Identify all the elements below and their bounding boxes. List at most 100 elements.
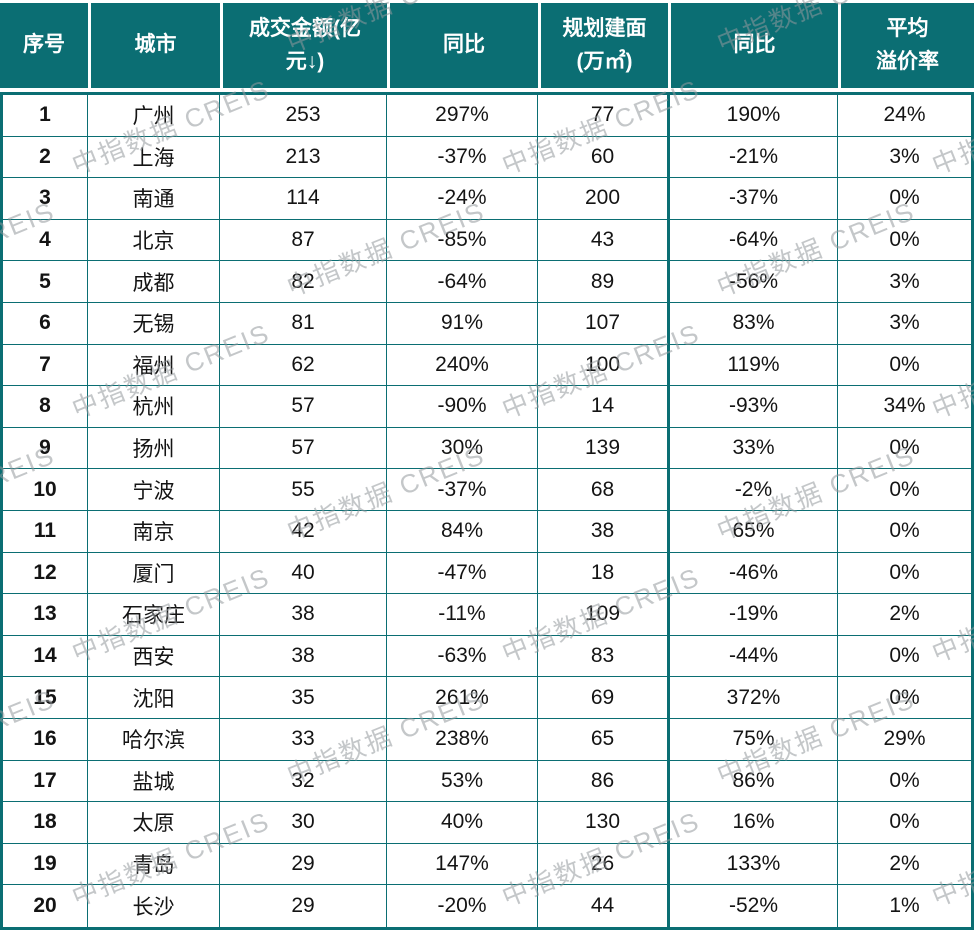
cell-area-yoy-row-11: 65% [668, 510, 838, 553]
column-header-rank: 序号 [0, 3, 88, 88]
cell-city-row-6: 无锡 [88, 302, 220, 345]
cell-area-row-3: 200 [538, 178, 668, 220]
cell-amount-yoy-row-7: 240% [387, 344, 538, 387]
cell-premium-row-7: 0% [838, 345, 971, 387]
cell-area-yoy-row-8: -93% [668, 386, 838, 428]
cell-premium-row-18: 0% [838, 802, 971, 844]
cell-premium-row-12: 0% [838, 553, 971, 595]
cell-amount-row-14: 38 [220, 635, 387, 678]
cell-amount-row-8: 57 [220, 386, 387, 428]
cell-amount-row-12: 40 [220, 552, 387, 595]
column-header-area-yoy: 同比 [668, 3, 838, 88]
cell-area-yoy-row-13: -19% [668, 594, 838, 636]
cell-amount-row-6: 81 [220, 302, 387, 345]
cell-premium-row-20: 1% [889, 894, 920, 918]
cell-city-row-10: 宁波 [88, 469, 220, 511]
cell-area-row-18: 130 [538, 802, 668, 844]
cell-rank-row-19: 19 [3, 843, 88, 886]
cell-area-row-13: 109 [538, 594, 668, 636]
cell-area-row-1: 77 [538, 95, 668, 137]
cell-area-row-2: 60 [538, 136, 668, 179]
cell-premium-row-14: 0% [838, 636, 971, 678]
cell-amount-yoy-row-8: -90% [387, 386, 538, 428]
cell-amount-yoy-row-13: -11% [387, 594, 538, 636]
cell-city-row-20: 长沙 [88, 885, 220, 927]
cell-city-row-5: 成都 [88, 261, 220, 303]
cell-rank-row-18: 18 [3, 802, 88, 844]
cell-rank-row-11: 11 [3, 510, 88, 553]
cell-amount-row-19: 29 [220, 843, 387, 886]
cell-area-row-8: 14 [538, 386, 668, 428]
cell-rank-row-4: 4 [3, 219, 88, 262]
cell-amount-row-17: 32 [220, 760, 387, 803]
cell-rank-row-7: 7 [3, 344, 88, 387]
cell-city-row-19: 青岛 [88, 843, 220, 886]
cell-area-row-16: 65 [538, 718, 668, 761]
cell-rank-row-9: 9 [3, 427, 88, 470]
cell-rank-row-2: 2 [3, 136, 88, 179]
cell-city-row-11: 南京 [88, 510, 220, 553]
cell-amount-yoy-row-1: 297% [387, 95, 538, 137]
cell-amount-yoy-row-2: -37% [387, 136, 538, 179]
cell-premium-row-6: 3% [838, 303, 971, 345]
cell-amount-yoy-row-10: -37% [387, 469, 538, 511]
cell-area-row-15: 69 [538, 677, 668, 719]
cell-area-row-20: 44 [538, 885, 668, 927]
cell-area-yoy-row-3: -37% [668, 178, 838, 220]
cell-rank-row-13: 13 [3, 594, 88, 636]
cell-area-yoy-row-20: -52% [668, 885, 838, 927]
cell-area-yoy-row-2: -21% [668, 136, 838, 179]
cell-amount-yoy-row-19: 147% [387, 843, 538, 886]
cell-amount-row-11: 42 [220, 510, 387, 553]
cell-rank-row-3: 3 [3, 178, 88, 220]
cell-premium-row-19: 2% [838, 844, 971, 886]
cell-city-row-7: 福州 [88, 344, 220, 387]
cell-city-row-16: 哈尔滨 [88, 718, 220, 761]
cell-premium-row-10: 0% [838, 469, 971, 511]
cell-area-row-17: 86 [538, 760, 668, 803]
cell-city-row-12: 厦门 [88, 552, 220, 595]
cell-area-row-11: 38 [538, 510, 668, 553]
cell-premium-row-15: 0% [838, 677, 971, 719]
cell-premium-row-16: 29% [838, 719, 971, 761]
cell-amount-row-18: 30 [220, 802, 387, 844]
cell-city-row-4: 北京 [88, 219, 220, 262]
cell-area-row-12: 18 [538, 552, 668, 595]
cell-premium-row-2: 3% [838, 137, 971, 179]
cell-rank-row-15: 15 [3, 677, 88, 719]
column-header-area: 规划建面 (万㎡) [538, 3, 668, 88]
cell-city-row-8: 杭州 [88, 386, 220, 428]
cell-amount-yoy-row-11: 84% [387, 510, 538, 553]
cell-city-row-2: 上海 [88, 136, 220, 179]
cell-area-row-14: 83 [538, 635, 668, 678]
cell-premium-row-11: 0% [838, 511, 971, 553]
cell-rank-row-16: 16 [3, 718, 88, 761]
cell-amount-row-16: 33 [220, 718, 387, 761]
cell-premium-row-5: 3% [838, 261, 971, 303]
cell-amount-yoy-row-18: 40% [387, 802, 538, 844]
cell-amount-row-10: 55 [220, 469, 387, 511]
land-transaction-table-body: 1 广州 253 297% 77 190% 24% 2 上海 213 -37% 60 -21% 3% 3 南通… [0, 92, 974, 930]
cell-area-yoy-row-9: 33% [668, 427, 838, 470]
cell-area-yoy-row-6: 83% [668, 302, 838, 345]
cell-city-row-14: 西安 [88, 635, 220, 678]
cell-amount-row-2: 213 [220, 136, 387, 179]
cell-amount-row-1: 253 [220, 95, 387, 137]
cell-amount-yoy-row-17: 53% [387, 760, 538, 803]
cell-area-yoy-row-17: 86% [668, 760, 838, 803]
cell-amount-yoy-row-3: -24% [387, 178, 538, 220]
cell-area-row-7: 100 [538, 344, 668, 387]
cell-amount-yoy-row-4: -85% [387, 219, 538, 262]
cell-area-yoy-row-7: 119% [668, 344, 838, 387]
column-header-city: 城市 [88, 3, 220, 88]
cell-amount-row-5: 82 [220, 261, 387, 303]
cell-city-row-3: 南通 [88, 178, 220, 220]
cell-amount-row-3: 114 [220, 178, 387, 220]
cell-premium-row-9: 0% [838, 428, 971, 470]
cell-amount-yoy-row-20: -20% [387, 885, 538, 927]
cell-city-row-15: 沈阳 [88, 677, 220, 719]
cell-amount-yoy-row-12: -47% [387, 552, 538, 595]
column-header-amount-yoy: 同比 [387, 3, 538, 88]
table-header-row: 序号 城市 成交金额(亿 元↓) 同比 规划建面 (万㎡) 同比 平均 溢价率 [0, 3, 974, 88]
cell-area-row-4: 43 [538, 219, 668, 262]
